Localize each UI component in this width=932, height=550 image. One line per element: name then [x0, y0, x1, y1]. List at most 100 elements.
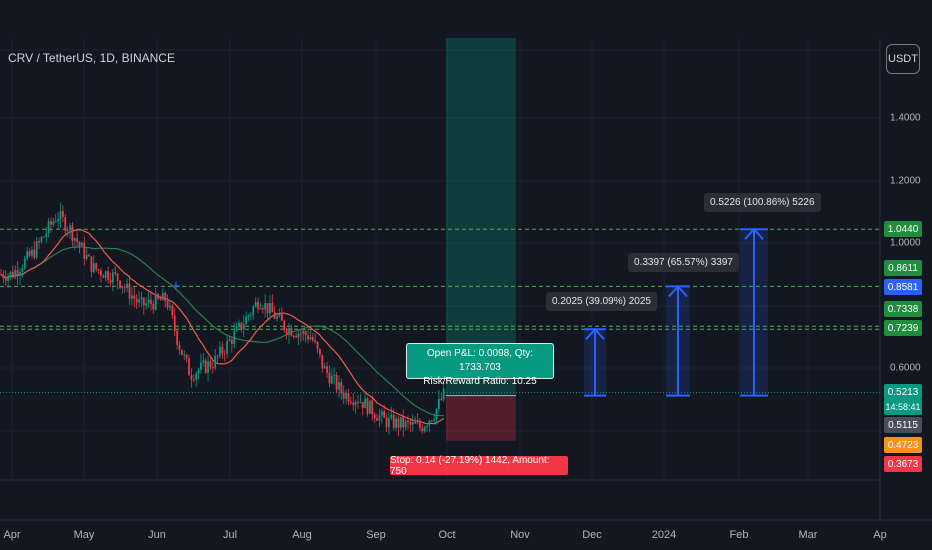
candle [411, 414, 414, 432]
candle [349, 396, 352, 405]
candle [100, 267, 102, 283]
candle-body [21, 268, 24, 272]
candle [69, 222, 71, 240]
candle-body [66, 230, 69, 232]
candle-body [135, 298, 138, 303]
candle-body [221, 346, 224, 354]
candle [216, 354, 219, 363]
time-axis-label: 2024 [651, 529, 677, 541]
price-tag: 0.4723 [884, 437, 922, 453]
price-tag: 0.8581 [884, 279, 922, 295]
candle-body [69, 225, 71, 231]
candle-body [304, 331, 307, 336]
candle [178, 341, 181, 355]
time-axis-label: Apr [3, 529, 21, 541]
candle [35, 236, 38, 260]
candle [395, 415, 397, 432]
time-axis-label: Aug [292, 529, 312, 541]
candle-body [297, 333, 300, 338]
candle [171, 303, 174, 319]
candle [104, 270, 107, 282]
candle [278, 308, 281, 318]
candle [311, 333, 314, 343]
candle [19, 267, 21, 285]
candle-body [23, 258, 26, 269]
candle [28, 248, 31, 257]
candle-body [407, 420, 409, 423]
candle-body [323, 366, 326, 369]
candle-body [104, 271, 107, 278]
fast-moving-average [0, 229, 445, 425]
price-axis-label: 1.2000 [890, 175, 921, 187]
candle [423, 425, 426, 433]
candle-body [111, 272, 114, 283]
price-axis-label: 1.4000 [890, 112, 921, 124]
candle [261, 305, 264, 314]
candle-body [440, 398, 443, 400]
candle-body [31, 249, 33, 256]
candle [61, 205, 64, 223]
candle [242, 315, 245, 337]
candle [111, 269, 114, 292]
candle [159, 295, 162, 301]
candle [92, 255, 95, 274]
candle-body [438, 398, 440, 409]
candle [223, 349, 226, 362]
candle [173, 307, 176, 337]
candle [299, 328, 302, 342]
candle [380, 408, 383, 424]
candle [376, 413, 378, 421]
price-axis-label: 0.6000 [890, 362, 921, 374]
currency-button[interactable]: USDT [886, 44, 920, 74]
time-axis-label: Jun [148, 529, 166, 541]
candle [195, 371, 198, 387]
candle-body [2, 274, 5, 279]
candle-body [211, 367, 214, 369]
candle-body [100, 270, 102, 276]
candles [0, 202, 445, 437]
candle [364, 392, 367, 409]
candle-body [42, 236, 45, 238]
candle [338, 375, 340, 398]
price-tag: 0.3673 [884, 456, 922, 472]
candle-body [338, 382, 340, 390]
candle [361, 401, 364, 416]
candle [71, 221, 74, 247]
candle-body [12, 271, 14, 278]
candle [83, 236, 86, 266]
candle [335, 372, 338, 394]
candle-body [264, 303, 267, 310]
pnl-line: Open P&L: 0.0098, Qty: 1733.703 [426, 348, 534, 373]
candle-body [269, 303, 271, 314]
candle [285, 327, 288, 340]
candle-body [140, 297, 143, 300]
candle-body [50, 221, 52, 225]
symbol-title: CRV / TetherUS, 1D, BINANCE [8, 51, 175, 65]
candle-body [183, 354, 186, 356]
candle [433, 413, 436, 424]
candle-body [278, 314, 281, 317]
candle-body [340, 382, 343, 393]
target-arrowhead [585, 327, 605, 340]
candle [188, 354, 190, 376]
price-tag: 0.7338 [884, 301, 922, 317]
candle-body [26, 251, 29, 259]
candle-body [418, 422, 421, 428]
candle-body [214, 355, 217, 368]
candle [131, 287, 133, 305]
candle-body [395, 418, 397, 428]
candle-body [145, 303, 148, 306]
candle [307, 329, 309, 344]
candle-body [254, 301, 257, 307]
candle [371, 395, 374, 421]
candle [392, 408, 395, 431]
candle [390, 406, 393, 420]
countdown-tag: 14:58:41 [884, 399, 922, 415]
candle [359, 394, 362, 404]
candle-body [271, 303, 274, 313]
candle [221, 341, 224, 359]
candle [166, 294, 169, 311]
candle-body [423, 427, 426, 432]
